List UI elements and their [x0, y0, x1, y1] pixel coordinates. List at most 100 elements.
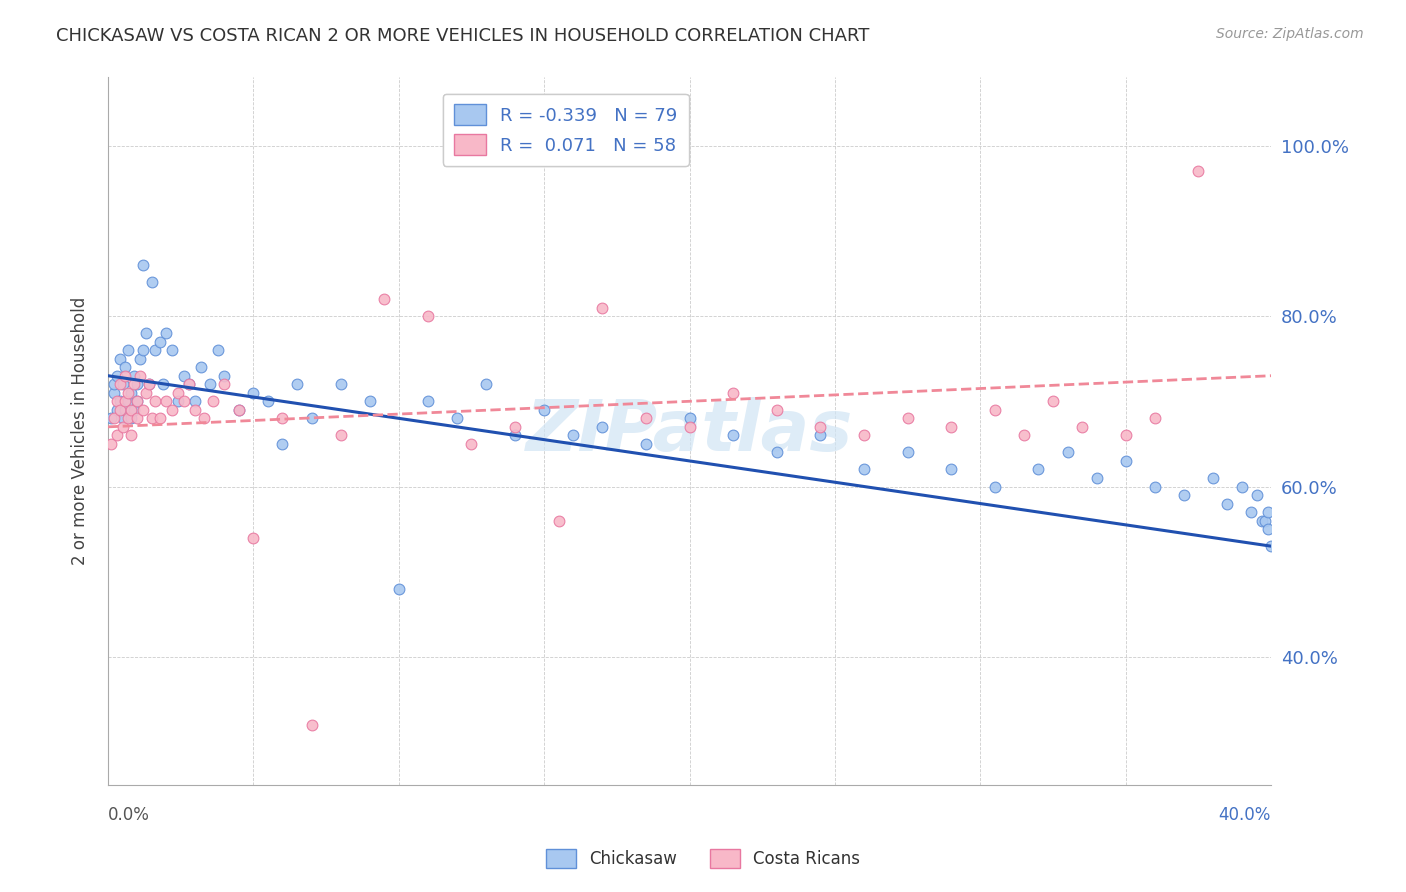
Point: [108, 402, 131, 417]
Point: [562, 428, 585, 442]
Point: [1230, 479, 1253, 493]
Point: [503, 428, 526, 442]
Legend: R = -0.339   N = 79, R =  0.071   N = 58: R = -0.339 N = 79, R = 0.071 N = 58: [443, 94, 689, 166]
Point: [132, 258, 155, 272]
Point: [721, 385, 744, 400]
Point: [1202, 471, 1225, 485]
Point: [105, 394, 128, 409]
Point: [179, 377, 201, 392]
Point: [359, 394, 381, 409]
Point: [1246, 488, 1268, 502]
Point: [193, 411, 215, 425]
Point: [108, 377, 131, 392]
Point: [242, 531, 264, 545]
Point: [105, 428, 128, 442]
Point: [1216, 497, 1239, 511]
Point: [120, 411, 142, 425]
Point: [446, 411, 468, 425]
Point: [1042, 394, 1064, 409]
Point: [214, 377, 236, 392]
Point: [100, 411, 122, 425]
Point: [1187, 164, 1209, 178]
Point: [111, 411, 134, 425]
Point: [1251, 514, 1274, 528]
Point: [853, 428, 876, 442]
Point: [117, 343, 139, 358]
Point: [141, 411, 163, 425]
Text: 40.0%: 40.0%: [1219, 806, 1271, 824]
Point: [373, 292, 395, 306]
Point: [120, 385, 142, 400]
Point: [329, 428, 352, 442]
Point: [152, 377, 174, 392]
Point: [125, 394, 148, 409]
Point: [103, 377, 125, 392]
Point: [271, 411, 294, 425]
Point: [155, 394, 177, 409]
Point: [1254, 514, 1277, 528]
Point: [1115, 428, 1137, 442]
Point: [125, 377, 148, 392]
Point: [122, 402, 145, 417]
Point: [135, 326, 157, 340]
Point: [129, 351, 152, 366]
Point: [285, 377, 308, 392]
Point: [301, 718, 323, 732]
Point: [105, 402, 128, 417]
Point: [634, 437, 657, 451]
Point: [105, 368, 128, 383]
Point: [1071, 420, 1094, 434]
Point: [634, 411, 657, 425]
Text: ZIPatlas: ZIPatlas: [526, 397, 853, 466]
Point: [166, 385, 188, 400]
Point: [190, 360, 212, 375]
Point: [129, 368, 152, 383]
Point: [475, 377, 498, 392]
Point: [132, 402, 155, 417]
Point: [114, 360, 136, 375]
Point: [1257, 505, 1279, 519]
Point: [117, 385, 139, 400]
Point: [111, 377, 134, 392]
Point: [108, 351, 131, 366]
Point: [591, 301, 613, 315]
Point: [808, 420, 831, 434]
Point: [179, 377, 201, 392]
Point: [198, 377, 221, 392]
Point: [388, 582, 411, 596]
Point: [257, 394, 280, 409]
Point: [808, 428, 831, 442]
Point: [721, 428, 744, 442]
Point: [138, 377, 160, 392]
Text: 0.0%: 0.0%: [108, 806, 150, 824]
Point: [678, 420, 700, 434]
Point: [416, 394, 439, 409]
Point: [114, 394, 136, 409]
Point: [120, 428, 142, 442]
Point: [984, 402, 1007, 417]
Point: [1056, 445, 1078, 459]
Point: [329, 377, 352, 392]
Point: [1257, 522, 1279, 536]
Point: [1143, 479, 1166, 493]
Point: [143, 343, 166, 358]
Point: [114, 402, 136, 417]
Point: [547, 514, 569, 528]
Legend: Chickasaw, Costa Ricans: Chickasaw, Costa Ricans: [538, 842, 868, 875]
Point: [533, 402, 555, 417]
Point: [460, 437, 482, 451]
Point: [897, 411, 920, 425]
Point: [941, 462, 963, 476]
Point: [132, 343, 155, 358]
Point: [108, 394, 131, 409]
Point: [214, 368, 236, 383]
Text: CHICKASAW VS COSTA RICAN 2 OR MORE VEHICLES IN HOUSEHOLD CORRELATION CHART: CHICKASAW VS COSTA RICAN 2 OR MORE VEHIC…: [56, 27, 870, 45]
Point: [160, 402, 183, 417]
Point: [103, 385, 125, 400]
Point: [155, 326, 177, 340]
Point: [149, 411, 172, 425]
Point: [1115, 454, 1137, 468]
Point: [591, 420, 613, 434]
Point: [184, 402, 207, 417]
Point: [301, 411, 323, 425]
